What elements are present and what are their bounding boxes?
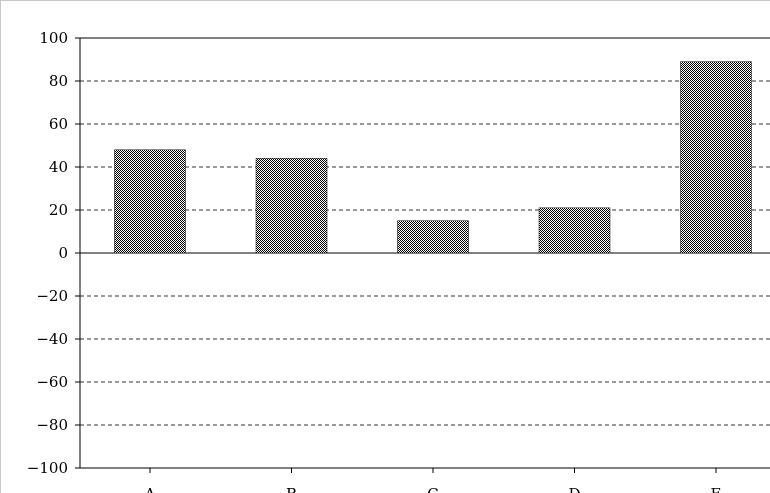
x-tick-label-C: C <box>427 485 438 493</box>
axes <box>75 37 770 473</box>
x-tick-label-B: B <box>286 485 297 493</box>
y-tick-label-1: 80 <box>49 72 68 90</box>
y-tick-label-3: 40 <box>49 158 68 176</box>
y-tick-label-5: 0 <box>58 244 68 262</box>
bar-C <box>397 220 469 254</box>
bar-D <box>538 207 611 254</box>
y-tick-label-6: −20 <box>36 287 68 305</box>
bar-A <box>114 149 186 254</box>
bars <box>114 61 752 254</box>
y-tick-label-8: −60 <box>36 373 68 391</box>
x-tick-label-A: A <box>144 485 156 493</box>
y-tick-label-7: −40 <box>36 330 68 348</box>
bar-B <box>255 158 328 254</box>
x-tick-label-E: E <box>711 485 722 493</box>
y-tick-label-9: −80 <box>36 416 68 434</box>
tick-labels: 100 80 60 40 20 0 −20 −40 −60 −80 −100 A B C D E <box>27 29 722 493</box>
y-tick-label-4: 20 <box>49 201 68 219</box>
gridlines <box>80 80 770 426</box>
x-tick-label-D: D <box>568 485 580 493</box>
y-tick-label-10: −100 <box>27 459 68 477</box>
y-tick-label-2: 60 <box>49 115 68 133</box>
y-tick-label-0: 100 <box>39 29 68 47</box>
bar-E <box>680 61 752 254</box>
